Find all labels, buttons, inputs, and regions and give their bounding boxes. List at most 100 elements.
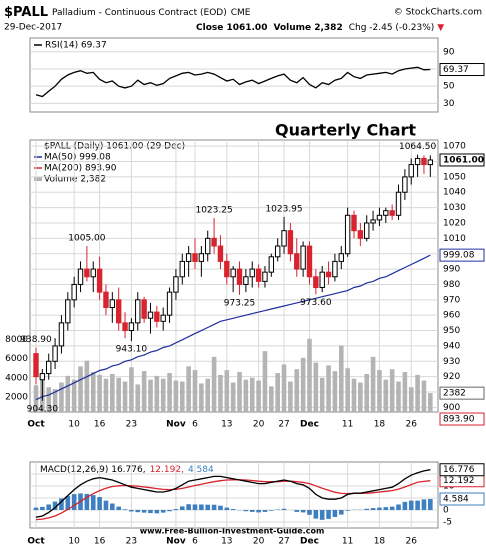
volume-bar — [46, 387, 52, 412]
volume-bar — [358, 382, 363, 412]
volume-bar — [275, 373, 280, 412]
histogram-bar — [71, 494, 77, 510]
low-label: 904.30 — [27, 404, 59, 414]
x-tick-label: 10 — [68, 537, 80, 547]
volume-bar — [389, 369, 395, 412]
volume-bar — [33, 385, 39, 412]
symbol: $PALL — [4, 5, 48, 20]
histogram-bar — [230, 509, 236, 510]
histogram-bar — [218, 505, 223, 510]
candle-body — [160, 314, 166, 322]
candle-body — [370, 219, 376, 224]
low-label: 973.60 — [300, 298, 332, 308]
candle-body — [402, 176, 408, 193]
change: Chg -2.45 (-0.23%) — [349, 23, 435, 33]
histogram-bar — [154, 510, 160, 514]
volume-bar — [415, 374, 420, 412]
volume-bar — [243, 379, 249, 412]
x-tick-label: Nov — [166, 420, 186, 430]
volume-bar — [408, 387, 414, 412]
volume-bar — [218, 374, 223, 412]
histogram-bar — [148, 510, 153, 514]
candle-body — [39, 373, 46, 381]
candle-body — [96, 268, 103, 293]
y-tick-label: 50 — [443, 82, 455, 92]
volume-bar — [396, 381, 401, 412]
histogram-bar — [40, 506, 45, 510]
candle-body — [287, 230, 294, 255]
volume-bar — [78, 366, 83, 412]
volume-bar — [186, 366, 191, 412]
candle-body — [84, 268, 90, 278]
x-tick-label: 26 — [406, 537, 418, 547]
candle-body — [217, 245, 224, 262]
candle-body — [268, 256, 275, 273]
low-label: 973.25 — [224, 298, 256, 308]
y-tick-label: 1020 — [443, 218, 466, 228]
histogram-bar — [186, 504, 191, 510]
histogram-bar — [199, 504, 204, 510]
histogram-bar — [370, 508, 376, 510]
volume-bar — [135, 384, 141, 412]
histogram-bar — [332, 510, 338, 517]
panel-frame — [29, 461, 439, 529]
histogram-bar — [211, 504, 217, 510]
volume-bar — [338, 345, 344, 412]
candle-body — [357, 230, 364, 239]
histogram-bar — [338, 510, 344, 515]
x-tick-label: 11 — [342, 420, 353, 430]
value-tag: 69.37 — [443, 65, 469, 75]
y-tick-label: -5 — [443, 518, 452, 528]
histogram-bar — [116, 506, 121, 510]
volume-bar — [421, 380, 427, 412]
instrument-name: Palladium - Continuous Contract (EOD) — [52, 8, 227, 18]
legend-entry: RSI(14) 69.37 — [45, 41, 107, 51]
candle-body — [383, 210, 389, 216]
series-line — [35, 469, 431, 518]
value-tag-box — [439, 153, 485, 167]
histogram-bar — [160, 510, 166, 513]
candle-body — [198, 253, 205, 262]
volume-tick-label: 2000 — [5, 392, 28, 402]
volume: Volume 2,382 — [273, 23, 342, 33]
histogram-bar — [205, 504, 211, 510]
volume-bar — [364, 373, 370, 412]
value-tag: 16.776 — [443, 465, 475, 475]
candle-body — [211, 237, 217, 247]
volume-bar — [288, 381, 293, 412]
volume-bar — [402, 372, 408, 412]
volume-bar — [300, 357, 306, 412]
histogram-bar — [173, 509, 179, 510]
histogram-bar — [402, 501, 408, 510]
volume-bar — [237, 372, 242, 412]
histogram-bar — [249, 510, 255, 512]
candle-body — [173, 276, 179, 293]
histogram-bar — [428, 498, 433, 510]
candle-body — [52, 345, 58, 362]
x-tick-label: Oct — [27, 537, 45, 547]
candle-body — [115, 299, 122, 324]
candle-body — [154, 311, 160, 322]
volume-tick-label: 8000 — [5, 335, 28, 345]
volume-bar — [319, 377, 325, 412]
y-tick-label: 950 — [443, 326, 460, 336]
panel-frame — [29, 37, 439, 113]
volume-bar — [205, 378, 211, 412]
x-tick-label: 16 — [94, 537, 106, 547]
x-tick-label: 6 — [192, 537, 198, 547]
high-label: 1023.95 — [265, 204, 302, 214]
histogram-bar — [421, 499, 427, 510]
volume-bar — [116, 377, 121, 412]
x-tick-label: 27 — [278, 537, 289, 547]
volume-bar — [154, 375, 160, 412]
volume-bar — [262, 351, 268, 412]
histogram-bar — [65, 496, 71, 510]
x-tick-label: 23 — [126, 537, 137, 547]
candle-body — [427, 159, 434, 166]
histogram-bar — [129, 510, 134, 512]
histogram-bar — [396, 504, 401, 510]
x-tick-label: Dec — [300, 420, 319, 430]
x-tick-label: 13 — [221, 420, 232, 430]
date: 29-Dec-2017 — [4, 23, 62, 33]
histogram-bar — [97, 497, 102, 510]
